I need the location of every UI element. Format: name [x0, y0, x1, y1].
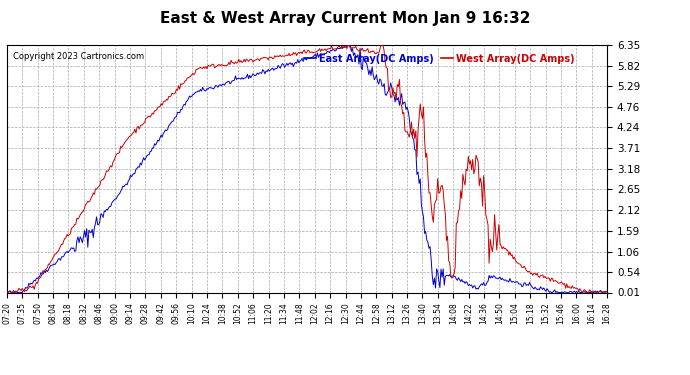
Text: Copyright 2023 Cartronics.com: Copyright 2023 Cartronics.com: [13, 53, 144, 62]
Text: East & West Array Current Mon Jan 9 16:32: East & West Array Current Mon Jan 9 16:3…: [160, 11, 530, 26]
Legend: East Array(DC Amps), West Array(DC Amps): East Array(DC Amps), West Array(DC Amps): [300, 50, 578, 68]
